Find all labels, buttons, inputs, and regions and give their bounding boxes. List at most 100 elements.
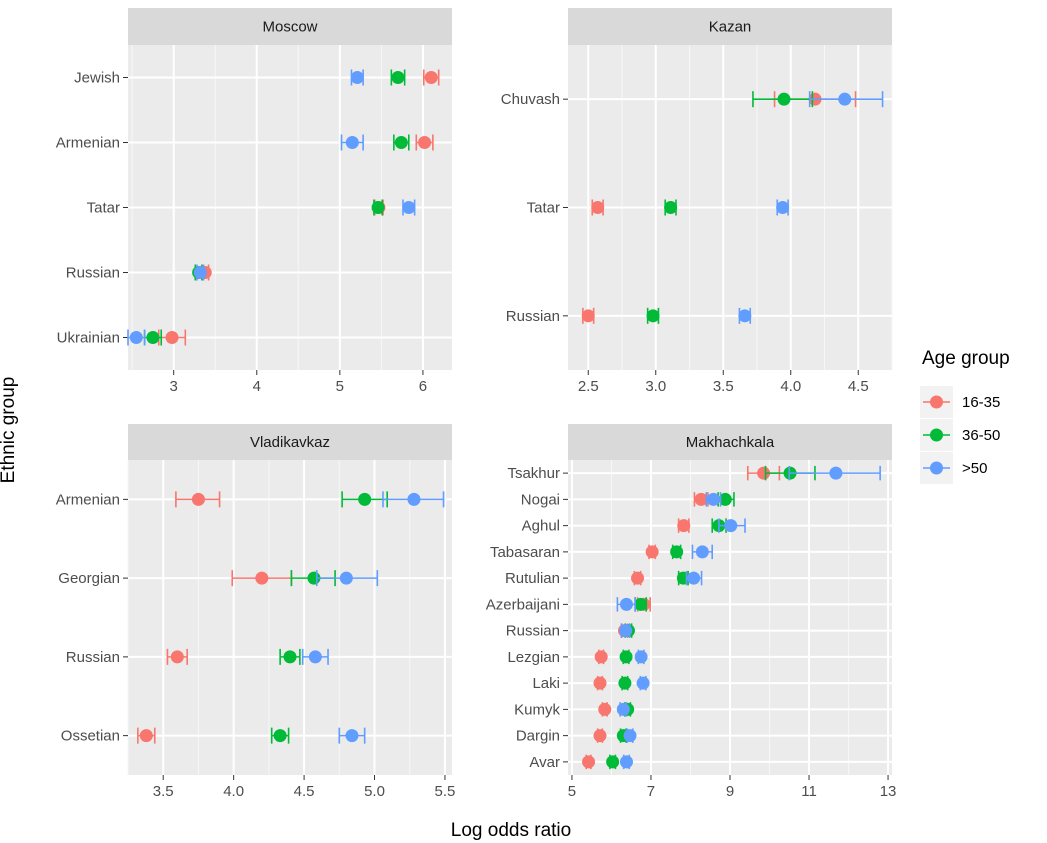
data-point bbox=[581, 309, 595, 323]
y-tick-label: Avar bbox=[529, 754, 560, 771]
data-point bbox=[757, 466, 771, 480]
data-point bbox=[670, 545, 684, 559]
data-point bbox=[591, 201, 605, 214]
data-point bbox=[371, 201, 385, 214]
x-tick-label: 11 bbox=[801, 783, 817, 800]
panel-moscow: Moscow 3 4 5 6 Jewish Armenian Tatar Russian Ukra… bbox=[56, 8, 452, 395]
data-point bbox=[345, 136, 359, 149]
x-tick-label: 5.0 bbox=[364, 783, 385, 800]
data-point bbox=[193, 266, 207, 279]
data-point bbox=[598, 702, 612, 716]
x-tick-label: 4.5 bbox=[294, 783, 315, 800]
y-tick-label: Ukrainian bbox=[57, 330, 120, 347]
data-point bbox=[407, 492, 421, 506]
x-tick-label: 4.0 bbox=[223, 783, 244, 800]
data-point bbox=[618, 676, 632, 690]
x-tick-label: 3.5 bbox=[713, 378, 734, 395]
data-point bbox=[623, 729, 637, 743]
facet-title: Makhachkala bbox=[686, 434, 775, 451]
legend-key: 16-35 bbox=[920, 386, 1000, 418]
y-tick-label: Nogai bbox=[521, 491, 560, 508]
legend-label: 16-35 bbox=[962, 394, 1000, 411]
data-point bbox=[634, 650, 648, 664]
y-tick-label: Laki bbox=[532, 675, 560, 692]
x-tick-label: 9 bbox=[726, 783, 734, 800]
x-tick-label: 3.0 bbox=[645, 378, 666, 395]
legend-key-point bbox=[930, 395, 943, 409]
x-tick-label: 3.5 bbox=[153, 783, 174, 800]
x-tick-label: 5 bbox=[336, 378, 344, 395]
legend-key: >50 bbox=[920, 452, 987, 484]
data-point bbox=[631, 571, 645, 585]
y-tick-label: Armenian bbox=[56, 491, 120, 508]
panel-background bbox=[128, 460, 452, 775]
y-tick-label: Kumyk bbox=[514, 701, 560, 718]
data-point bbox=[636, 676, 650, 690]
data-point bbox=[695, 545, 709, 559]
data-point bbox=[191, 492, 205, 506]
y-tick-label: Lezgian bbox=[507, 649, 560, 666]
y-tick-label: Jewish bbox=[74, 70, 120, 87]
y-tick-label: Rutulian bbox=[505, 570, 560, 587]
data-point bbox=[616, 702, 630, 716]
data-point bbox=[694, 492, 708, 506]
data-point bbox=[738, 309, 752, 323]
y-tick-label: Georgian bbox=[58, 570, 120, 587]
data-point bbox=[358, 492, 372, 506]
y-tick-label: Russian bbox=[66, 649, 120, 666]
data-point bbox=[418, 136, 432, 149]
x-tick-label: 6 bbox=[419, 378, 427, 395]
data-point bbox=[339, 571, 353, 585]
data-point bbox=[677, 519, 691, 533]
data-point bbox=[619, 624, 633, 638]
facet-strip bbox=[128, 424, 452, 460]
y-tick-label: Ossetian bbox=[61, 728, 120, 745]
data-point bbox=[394, 136, 408, 149]
data-point bbox=[706, 492, 720, 506]
data-point bbox=[619, 650, 633, 664]
x-tick-label: 5.5 bbox=[435, 783, 456, 800]
data-point bbox=[724, 519, 738, 533]
data-point bbox=[718, 492, 732, 506]
x-tick-label: 2.5 bbox=[578, 378, 599, 395]
data-point bbox=[308, 650, 322, 664]
data-point bbox=[594, 650, 608, 664]
legend-key-point bbox=[930, 428, 943, 442]
facet-title: Moscow bbox=[262, 19, 317, 36]
data-point bbox=[350, 71, 364, 84]
panel-kazan: Kazan 2.5 3.0 3.5 4.0 4.5 Chuvash Tatar Russian bbox=[501, 8, 893, 395]
facet-title: Kazan bbox=[709, 19, 752, 36]
data-point bbox=[345, 729, 359, 743]
data-point bbox=[582, 755, 596, 769]
facet-title: Vladikavkaz bbox=[250, 434, 330, 451]
facet-strip bbox=[568, 8, 892, 45]
x-tick-label: 4.0 bbox=[780, 378, 801, 395]
data-point bbox=[139, 729, 153, 743]
y-tick-label: Russian bbox=[66, 265, 120, 282]
data-point bbox=[777, 92, 791, 106]
data-point bbox=[165, 331, 179, 344]
data-point bbox=[829, 466, 843, 480]
data-point bbox=[593, 729, 607, 743]
legend-label: 36-50 bbox=[962, 427, 1000, 444]
legend-key: 36-50 bbox=[920, 419, 1000, 451]
y-tick-label: Azerbaijani bbox=[486, 596, 560, 613]
data-point bbox=[593, 676, 607, 690]
data-point bbox=[402, 201, 416, 214]
y-tick-label: Tsakhur bbox=[507, 465, 560, 482]
data-point bbox=[664, 201, 678, 214]
data-point bbox=[255, 571, 269, 585]
data-point bbox=[391, 71, 405, 84]
data-point bbox=[645, 545, 659, 559]
x-tick-label: 7 bbox=[647, 783, 655, 800]
facet-strip bbox=[128, 8, 452, 45]
panel-vladikavkaz: Vladikavkaz 3.5 4.0 4.5 5.0 5.5 Armenian Georgi… bbox=[56, 424, 456, 800]
data-point bbox=[646, 309, 660, 323]
x-tick-label: 13 bbox=[880, 783, 897, 800]
data-point bbox=[283, 650, 297, 664]
y-tick-label: Chuvash bbox=[501, 91, 560, 108]
data-point bbox=[129, 331, 143, 344]
x-tick-label: 4.5 bbox=[848, 378, 869, 395]
data-point bbox=[606, 755, 620, 769]
